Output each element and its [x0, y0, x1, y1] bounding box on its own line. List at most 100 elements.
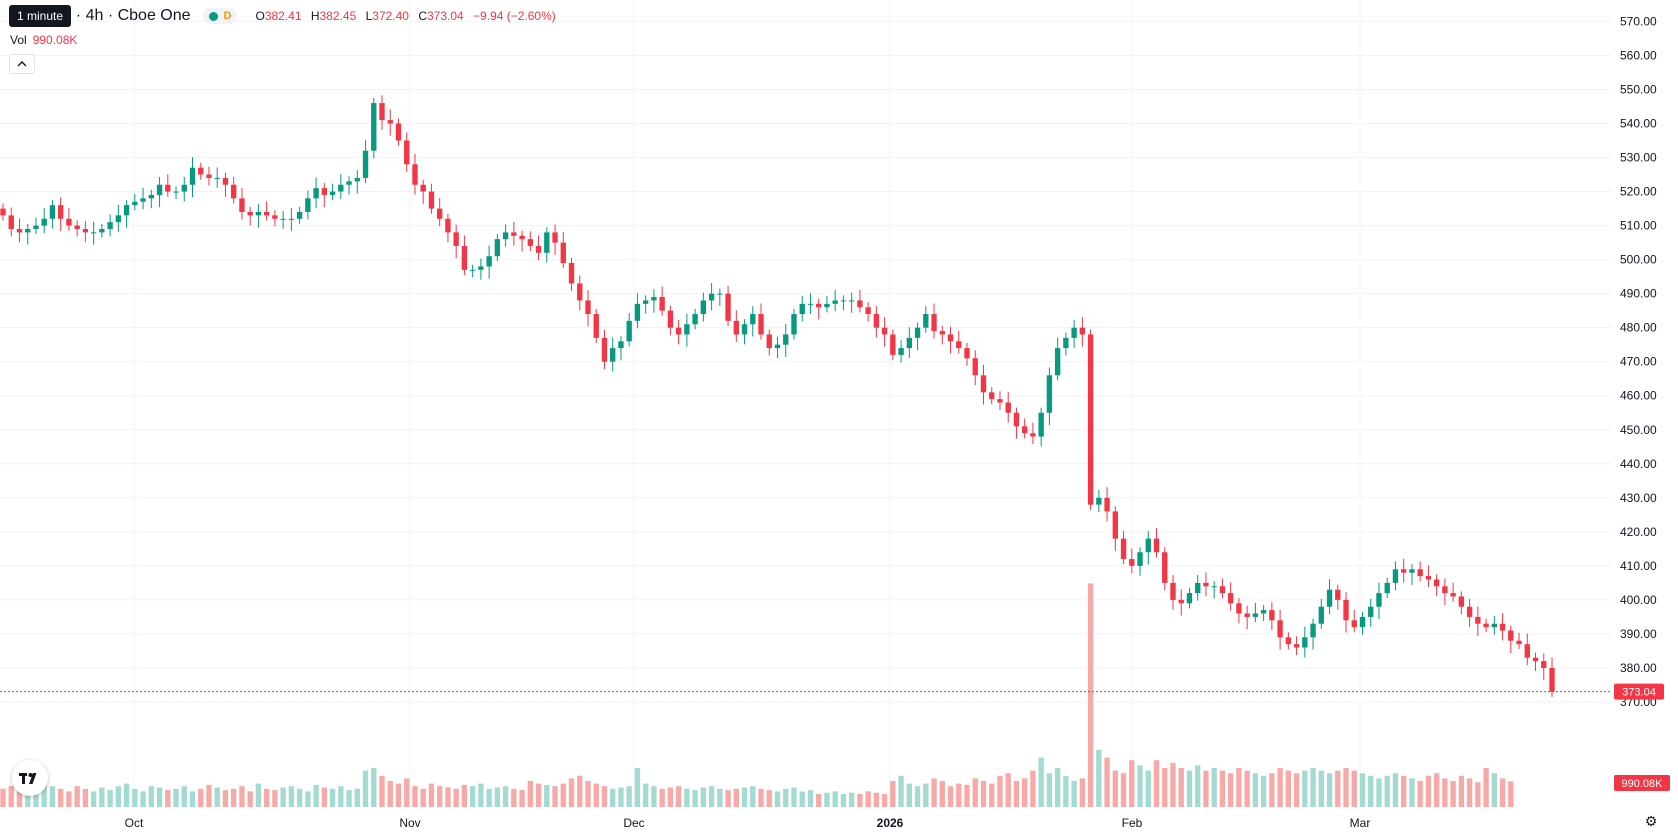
settings-icon[interactable]: ⚙ — [1644, 812, 1658, 829]
price-tick-label: 400.00 — [1620, 593, 1657, 607]
candle-body — [791, 314, 797, 335]
candle-body — [651, 297, 657, 301]
candle-body — [404, 140, 410, 165]
candle-body — [1359, 616, 1366, 628]
low-value: 372.40 — [372, 9, 409, 23]
volume-bar — [1401, 775, 1407, 807]
volume-bar — [371, 768, 377, 807]
volume-bar — [1351, 770, 1357, 807]
candle-body — [16, 228, 23, 233]
volume-bar — [1079, 778, 1086, 807]
volume-bar — [766, 790, 772, 807]
candle-body — [1532, 657, 1539, 662]
live-dot-icon — [208, 11, 218, 21]
volume-bar — [1392, 773, 1399, 807]
volume-bar — [1162, 768, 1168, 807]
volume-bar — [296, 788, 303, 807]
volume-bar — [848, 792, 855, 807]
volume-bar — [461, 784, 468, 807]
volume-bar — [338, 786, 344, 807]
volume-bar — [1285, 770, 1292, 807]
volume-bar — [1425, 775, 1432, 807]
volume-bar — [255, 783, 262, 807]
volume-bar — [1384, 775, 1390, 807]
candle-body — [1046, 375, 1053, 413]
collapse-legend-button[interactable] — [9, 54, 35, 74]
candle-body — [692, 314, 698, 325]
candle-body — [733, 320, 739, 335]
candle-body — [568, 263, 575, 284]
volume-bar — [49, 786, 56, 807]
price-tick-label: 510.00 — [1620, 219, 1657, 233]
candle-body — [1120, 538, 1127, 560]
volume-bar — [816, 794, 822, 807]
volume-bar — [692, 790, 698, 807]
candle-body — [865, 307, 871, 315]
candle-body — [1104, 497, 1110, 512]
volume-label: Vol — [10, 33, 27, 47]
candle-body — [1129, 559, 1135, 566]
candle-body — [214, 177, 220, 179]
candle-body — [560, 242, 566, 264]
volume-bar — [1368, 775, 1374, 807]
candle-body — [1087, 334, 1094, 505]
volume-bar — [511, 788, 517, 807]
candle-body — [1054, 348, 1061, 376]
candle-body — [90, 232, 97, 234]
price-tick-label: 490.00 — [1620, 287, 1657, 301]
candle-body — [99, 228, 105, 233]
volume-bar — [535, 783, 542, 807]
time-tick-label: Oct — [125, 816, 144, 830]
low-label: L — [365, 9, 373, 23]
volume-bar — [642, 783, 649, 807]
candle-body — [189, 167, 196, 185]
candle-body — [1112, 511, 1118, 539]
candle-body — [8, 215, 14, 229]
volume-bar — [774, 791, 781, 807]
candle-body — [1038, 412, 1044, 437]
open-label: O — [255, 9, 265, 23]
candle-body — [1162, 552, 1168, 583]
volume-bar — [1203, 770, 1209, 807]
volume-bar — [568, 778, 575, 807]
volume-bar — [618, 787, 624, 807]
volume-bar — [956, 783, 962, 807]
volume-bar — [1186, 770, 1193, 807]
volume-bar — [1129, 760, 1135, 807]
candle-body — [140, 198, 146, 202]
volume-bar — [1244, 770, 1250, 807]
volume-bar — [684, 788, 690, 807]
volume-bar — [1376, 778, 1382, 807]
volume-legend: Vol 990.08K — [10, 33, 77, 47]
volume-bar — [239, 786, 245, 807]
volume-bars — [0, 583, 1514, 807]
tradingview-logo[interactable] — [12, 760, 48, 796]
volume-bar — [1054, 768, 1061, 807]
candle-body — [1063, 337, 1069, 349]
volume-bar — [437, 786, 443, 807]
volume-bar — [1005, 773, 1011, 807]
volume-bar — [1433, 773, 1440, 807]
candle-body — [1351, 620, 1357, 628]
volume-bar — [1112, 770, 1118, 807]
volume-bar — [783, 788, 789, 807]
candle-body — [1516, 640, 1522, 645]
candle-body — [494, 239, 501, 257]
candle-body — [1401, 569, 1407, 573]
volume-bar — [478, 783, 484, 807]
volume-bar — [708, 786, 715, 807]
candle-body — [74, 225, 80, 229]
candle-body — [989, 392, 995, 400]
volume-bar — [906, 783, 913, 807]
volume-bar — [74, 786, 80, 807]
candle-body — [519, 235, 525, 240]
candle-body — [1524, 644, 1530, 658]
candle-body — [420, 184, 426, 192]
volume-bar — [25, 787, 31, 807]
price-tick-label: 550.00 — [1620, 82, 1657, 96]
candle-body — [725, 293, 731, 321]
candle-body — [741, 324, 748, 335]
volume-bar — [379, 775, 385, 807]
volume-bar — [1219, 770, 1226, 807]
